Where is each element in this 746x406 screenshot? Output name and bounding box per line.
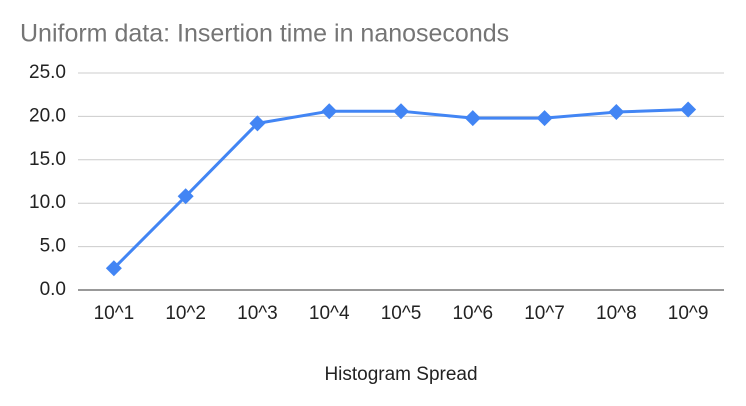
x-axis-label: Histogram Spread: [324, 364, 477, 385]
x-tick-label: 10^5: [381, 303, 422, 324]
y-tick-label: 10.0: [29, 192, 66, 213]
y-tick-label: 25.0: [29, 62, 66, 83]
x-tick-label: 10^1: [94, 303, 135, 324]
chart-title: Uniform data: Insertion time in nanoseco…: [20, 20, 509, 48]
y-tick-label: 20.0: [29, 105, 66, 126]
y-tick-label: 0.0: [40, 279, 66, 300]
point-marker: [249, 115, 266, 132]
x-tick-label: 10^3: [237, 303, 278, 324]
x-tick-label: 10^8: [596, 303, 637, 324]
y-tick-label: 15.0: [29, 149, 66, 170]
point-marker: [608, 104, 625, 121]
point-marker: [321, 103, 338, 120]
x-tick-label: 10^2: [165, 303, 206, 324]
point-marker: [393, 103, 409, 120]
x-tick-label: 10^9: [668, 303, 709, 324]
point-marker: [536, 110, 553, 127]
point-marker: [177, 188, 194, 205]
point-marker: [464, 110, 481, 127]
point-marker: [680, 101, 697, 118]
y-tick-label: 5.0: [40, 236, 66, 257]
line-series: [112, 107, 689, 270]
x-tick-label: 10^6: [452, 303, 493, 324]
x-tick-label: 10^4: [309, 303, 350, 324]
point-marker: [105, 260, 122, 277]
x-tick-label: 10^7: [524, 303, 565, 324]
